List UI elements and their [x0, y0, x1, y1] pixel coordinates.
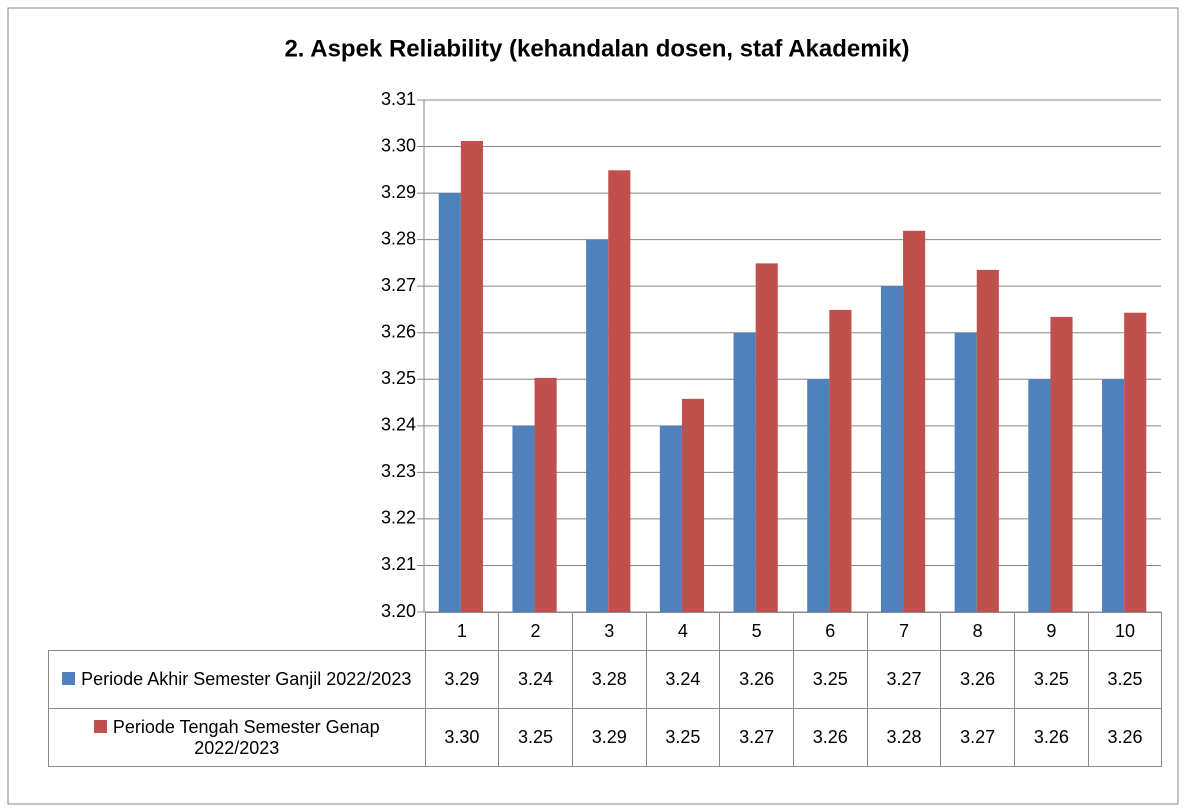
value-label: 3.27 — [940, 708, 1015, 767]
bar — [1102, 379, 1125, 612]
y-tick-label: 3.28 — [381, 228, 416, 248]
value-label: 3.25 — [1014, 650, 1089, 709]
bar — [1028, 379, 1051, 612]
category-label: 5 — [719, 612, 794, 651]
value-label: 3.28 — [571, 650, 647, 709]
value-label: 3.30 — [424, 708, 500, 767]
bar — [512, 425, 535, 612]
legend-swatch — [62, 672, 76, 685]
category-label: 6 — [792, 612, 868, 651]
bar — [608, 170, 631, 612]
value-label: 3.24 — [645, 650, 721, 709]
y-tick-label: 3.25 — [381, 368, 416, 388]
category-label: 3 — [571, 612, 647, 651]
bar — [829, 309, 852, 612]
legend-swatch — [93, 719, 107, 733]
value-label: 3.25 — [498, 708, 573, 767]
bar — [586, 239, 609, 613]
table-row: Periode Akhir Semester Ganjil 2022/2023 3… — [48, 650, 1163, 709]
category-label: 2 — [498, 612, 573, 651]
value-label: 3.26 — [792, 708, 868, 767]
category-label: 10 — [1087, 612, 1163, 651]
y-tick-label: 3.27 — [381, 275, 416, 295]
bar — [755, 263, 778, 612]
value-label: 3.26 — [719, 650, 794, 709]
chart-border — [7, 7, 1179, 805]
data-table: 1 2 3 4 5 6 7 8 9 10 Periode Akhir Semester Ganjil… — [48, 612, 1163, 767]
y-tick-label: 3.30 — [381, 135, 416, 155]
value-label: 3.25 — [792, 650, 868, 709]
legend-label: Periode Akhir Semester Ganjil 2022/2023 — [81, 669, 412, 689]
y-tick-label: 3.21 — [381, 554, 416, 574]
y-tick-label: 3.31 — [381, 89, 416, 109]
table-row: Periode Tengah Semester Genap 2022/2023 3… — [48, 708, 1163, 767]
category-label: 1 — [424, 612, 500, 651]
bar — [659, 425, 682, 612]
bar — [460, 140, 483, 612]
y-tick-label: 3.22 — [381, 508, 416, 528]
bar — [1124, 312, 1147, 612]
bar — [534, 377, 557, 612]
bar — [903, 230, 926, 612]
category-label: 4 — [645, 612, 721, 651]
bar — [807, 379, 830, 612]
value-label: 3.28 — [866, 708, 942, 767]
value-label: 3.26 — [1014, 708, 1089, 767]
y-tick-label: 3.20 — [381, 601, 416, 621]
bar — [733, 332, 756, 612]
category-label: 7 — [866, 612, 942, 651]
value-label: 3.29 — [571, 708, 647, 767]
bar — [976, 269, 999, 612]
legend-entry: Periode Tengah Semester Genap 2022/2023 — [48, 708, 426, 767]
legend-label: Periode Tengah Semester Genap 2022/2023 — [112, 716, 380, 758]
legend-entry: Periode Akhir Semester Ganjil 2022/2023 — [48, 650, 426, 709]
value-label: 3.24 — [498, 650, 573, 709]
y-tick-label: 3.29 — [381, 182, 416, 202]
value-label: 3.27 — [866, 650, 942, 709]
value-label: 3.27 — [719, 708, 794, 767]
y-tick-label: 3.24 — [381, 415, 416, 435]
bar — [954, 332, 977, 612]
table-row: 1 2 3 4 5 6 7 8 9 10 — [49, 612, 1163, 651]
blank-cell — [49, 613, 426, 651]
value-label: 3.25 — [645, 708, 721, 767]
value-label: 3.26 — [940, 650, 1015, 709]
bar — [880, 286, 904, 612]
value-label: 3.26 — [1087, 708, 1163, 767]
bar — [1050, 316, 1073, 612]
category-label: 9 — [1014, 612, 1089, 651]
bar — [681, 398, 705, 612]
chart-title: 2. Aspek Reliability (kehandalan dosen, … — [284, 35, 909, 62]
y-tick-label: 3.26 — [381, 321, 416, 341]
value-label: 3.25 — [1087, 650, 1163, 709]
value-label: 3.29 — [424, 650, 500, 709]
bar — [438, 193, 461, 612]
y-tick-label: 3.23 — [381, 461, 416, 481]
category-label: 8 — [940, 612, 1015, 651]
